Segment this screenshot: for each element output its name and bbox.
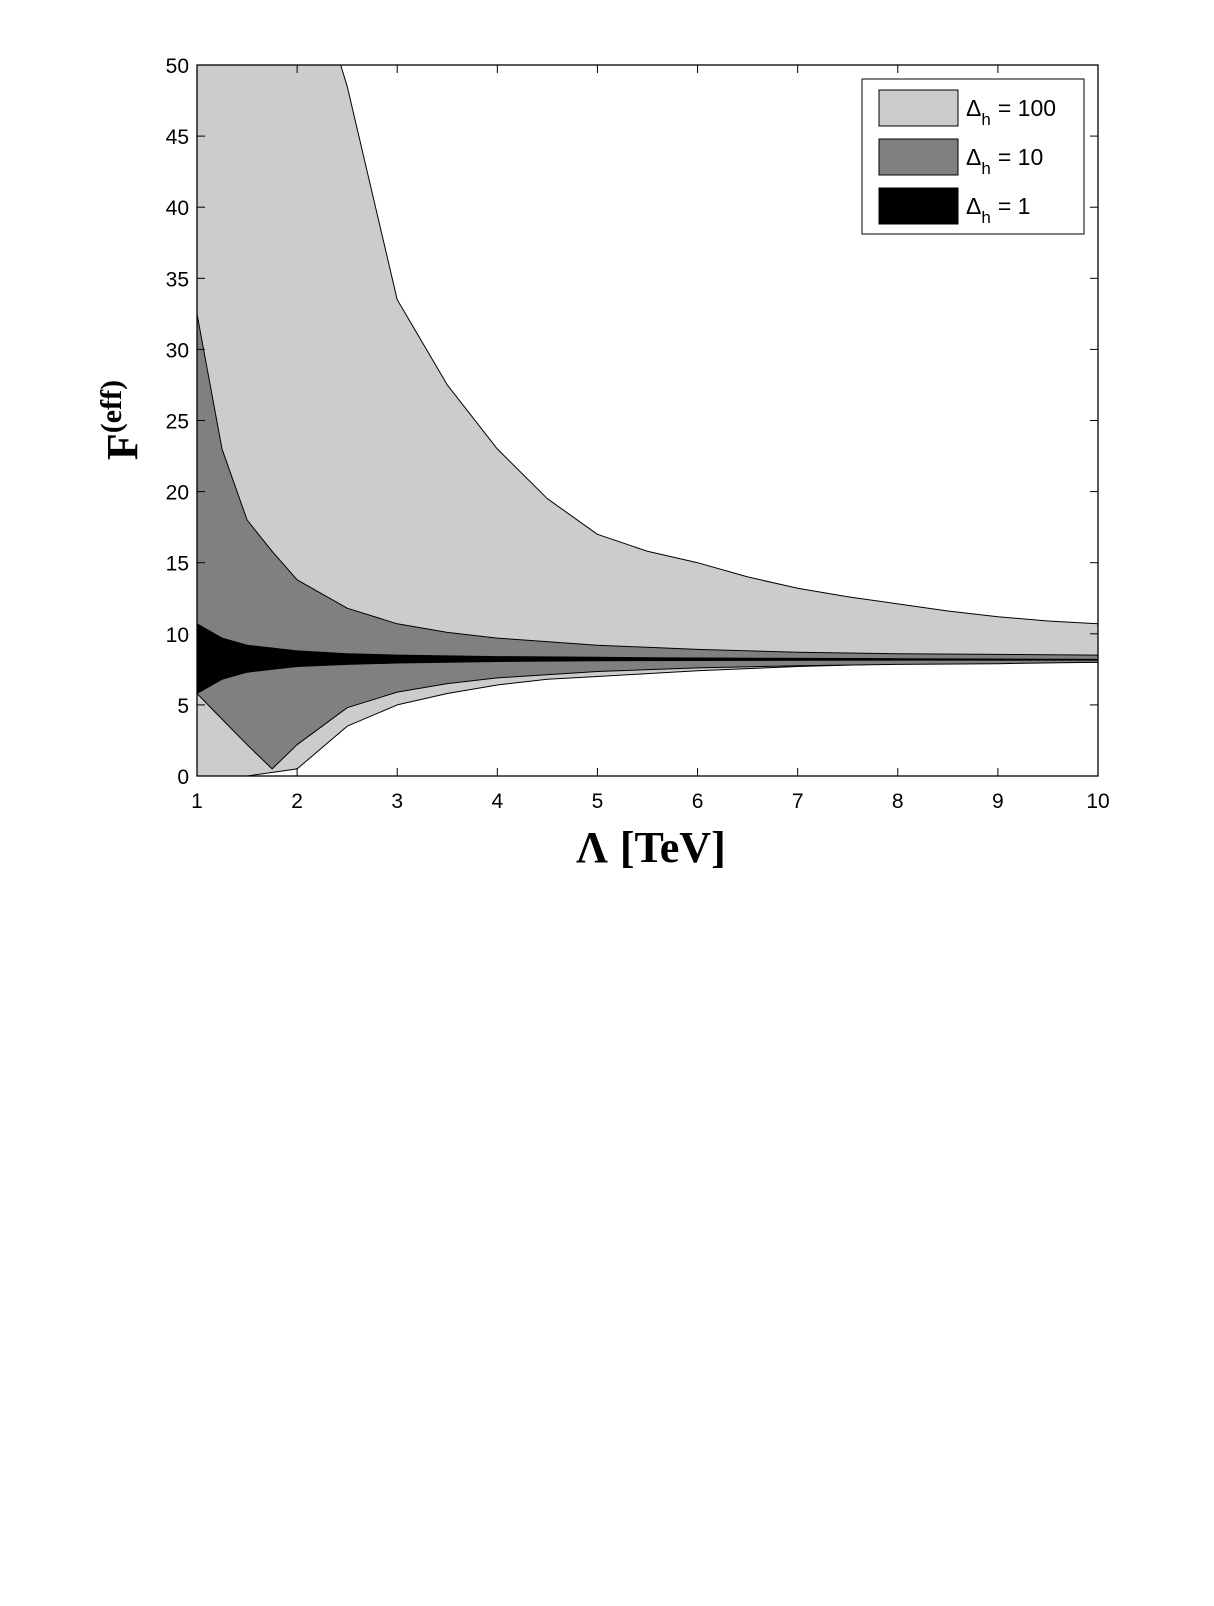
y-tick-label: 45 — [166, 126, 189, 149]
legend-swatch — [878, 187, 959, 225]
legend-label: Δh = 100 — [966, 95, 1056, 129]
y-tick-label: 40 — [166, 197, 189, 220]
x-tick-label: 9 — [992, 790, 1004, 813]
band-delta-100 — [197, 65, 1098, 776]
y-tick-label: 30 — [166, 339, 189, 362]
legend-label: Δh = 1 — [966, 193, 1030, 227]
x-tick-label: 8 — [892, 790, 904, 813]
y-tick-label: 20 — [166, 482, 189, 505]
x-tick-label: 1 — [191, 790, 203, 813]
x-axis-title: Λ [TeV] — [576, 823, 725, 872]
band-delta-1 — [197, 623, 1098, 694]
legend-swatch — [878, 89, 959, 127]
x-tick-label: 7 — [792, 790, 804, 813]
y-tick-label: 35 — [166, 268, 189, 291]
x-tick-label: 3 — [391, 790, 403, 813]
y-tick-label: 25 — [166, 411, 189, 434]
x-tick-label: 6 — [692, 790, 704, 813]
y-tick-label: 5 — [177, 695, 189, 718]
legend: Δh = 100 Δh = 10 Δh = 1 — [861, 78, 1085, 235]
y-tick-label: 15 — [166, 553, 189, 576]
x-tick-label: 10 — [1086, 790, 1109, 813]
x-axis-symbol: Λ — [576, 823, 608, 872]
x-axis-unit: [TeV] — [620, 823, 726, 872]
y-tick-label: 0 — [177, 766, 189, 789]
y-tick-label: 10 — [166, 624, 189, 647]
x-tick-label: 5 — [592, 790, 604, 813]
x-tick-label: 2 — [291, 790, 303, 813]
legend-label: Δh = 10 — [966, 144, 1043, 178]
bands-layer — [197, 65, 1098, 776]
x-tick-label: 4 — [491, 790, 503, 813]
legend-swatch — [878, 138, 959, 176]
y-axis-title: F(eff) — [95, 380, 147, 460]
y-tick-label: 50 — [166, 55, 189, 78]
y-axis-superscript: (eff) — [95, 380, 128, 433]
y-axis-symbol: F — [98, 433, 147, 460]
